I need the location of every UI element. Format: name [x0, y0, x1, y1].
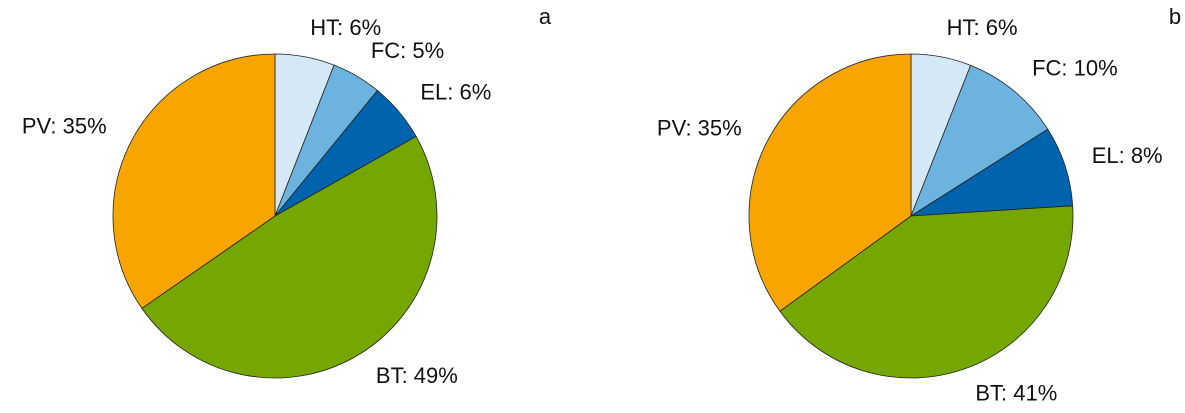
panel-label: a [539, 4, 552, 29]
slice-label: HT: 6% [310, 15, 381, 40]
slice-label: FC: 10% [1032, 55, 1118, 80]
slice-label: EL: 8% [1092, 143, 1163, 168]
slice-label: HT: 6% [947, 15, 1018, 40]
pie-slice [112, 53, 276, 309]
slice-label: EL: 6% [420, 79, 491, 104]
pie-slice [779, 205, 1074, 379]
slice-label: BT: 49% [376, 363, 458, 388]
slice-label: BT: 41% [975, 381, 1057, 406]
slice-label: PV: 35% [22, 114, 107, 139]
slice-label: FC: 5% [371, 38, 444, 63]
panel-label: b [1169, 4, 1181, 29]
pie-slice [141, 135, 438, 379]
pie-slice [910, 64, 1049, 217]
pie-slice [748, 53, 912, 312]
slice-label: PV: 35% [657, 116, 742, 141]
